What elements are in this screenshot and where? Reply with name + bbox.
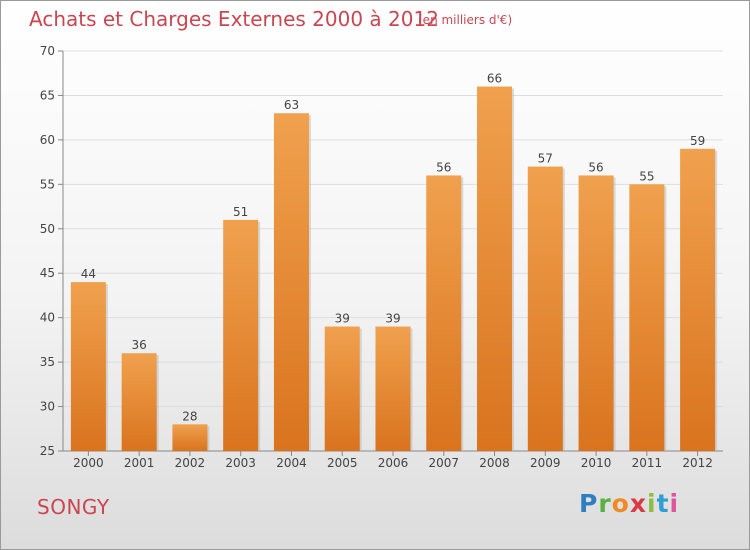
data-label: 39 (385, 312, 400, 326)
x-tick-label: 2009 (530, 456, 561, 470)
data-label: 28 (182, 409, 197, 423)
x-tick-label: 2002 (175, 456, 206, 470)
y-tick-label: 45 (40, 266, 55, 280)
logo-letter: P (579, 489, 599, 518)
y-tick-label: 70 (40, 44, 55, 58)
x-tick-label: 2011 (632, 456, 663, 470)
bar-2001 (121, 353, 157, 451)
data-label: 55 (639, 169, 654, 183)
y-tick-label: 50 (40, 222, 55, 236)
commune-name: SONGY (37, 495, 110, 519)
y-tick-label: 65 (40, 88, 55, 102)
y-tick-label: 60 (40, 133, 55, 147)
x-tick-label: 2006 (378, 456, 409, 470)
y-tick-label: 35 (40, 355, 55, 369)
x-tick-label: 2012 (682, 456, 713, 470)
y-tick-label: 55 (40, 177, 55, 191)
bar-2012 (680, 148, 716, 451)
data-label: 56 (436, 160, 451, 174)
logo-letter: r (598, 489, 612, 518)
labels: 25 30 35 40 45 50 55 60 65 70 44 2000 36 2001 28 2002 51… (40, 44, 713, 470)
x-tick-label: 2004 (276, 456, 307, 470)
y-tick-label: 30 (40, 400, 55, 414)
data-label: 63 (284, 98, 299, 112)
logo-letter: x (629, 489, 647, 518)
bar-2007 (426, 175, 462, 451)
bar-2005 (324, 326, 360, 451)
bar-2006 (375, 326, 411, 451)
x-tick-label: 2008 (479, 456, 510, 470)
proxiti-logo: Proxiti (579, 489, 679, 518)
x-tick-label: 2010 (581, 456, 612, 470)
data-label: 57 (538, 152, 553, 166)
x-tick-label: 2005 (327, 456, 358, 470)
logo-letter: i (669, 489, 680, 518)
bars (70, 86, 718, 452)
logo-letter: o (611, 489, 630, 518)
data-label: 39 (335, 312, 350, 326)
x-tick-label: 2007 (428, 456, 459, 470)
data-label: 56 (588, 160, 603, 174)
chart-title: Achats et Charges Externes 2000 à 2012 (29, 7, 439, 31)
bar-2004 (273, 113, 309, 451)
bar-2010 (578, 175, 614, 451)
logo-letter: t (656, 489, 670, 518)
bar-2002 (172, 424, 208, 451)
data-label: 66 (487, 72, 502, 86)
bar-2008 (477, 86, 513, 452)
data-label: 59 (690, 134, 705, 148)
data-label: 36 (132, 338, 147, 352)
x-tick-label: 2000 (73, 456, 104, 470)
logo-letter: i (647, 489, 657, 518)
bar-2000 (70, 282, 106, 451)
bar-2003 (223, 219, 259, 451)
chart-subtitle: (en milliers d'€) (418, 13, 513, 27)
x-tick-label: 2003 (225, 456, 256, 470)
y-tick-label: 25 (40, 444, 55, 458)
data-label: 51 (233, 205, 248, 219)
y-tick-label: 40 (40, 311, 55, 325)
x-tick-label: 2001 (124, 456, 155, 470)
data-label: 44 (81, 267, 96, 281)
bar-2011 (629, 184, 665, 452)
bar-2009 (527, 166, 563, 452)
